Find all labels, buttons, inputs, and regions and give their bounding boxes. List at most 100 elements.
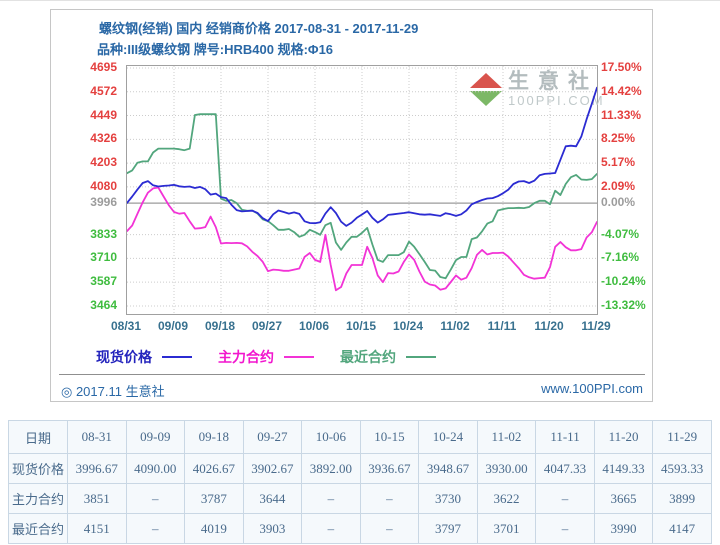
legend-item-nearest-contract: 最近合约 [340,347,436,367]
y-tick-left: 3587 [90,274,117,288]
price-table: 日期 08-31 09-09 09-18 09-27 10-06 10-15 10-24 11-… [8,420,712,544]
watermark-brand: 生意社 [508,70,598,93]
table-cell: 3851 [67,483,127,514]
y-tick-left: 4203 [90,155,117,169]
y-tick-left: 4572 [90,84,117,98]
y-tick-right: 5.17% [601,155,636,169]
x-tick: 08/31 [110,319,142,333]
logo-bottom-triangle [470,91,502,106]
table-header-date: 09-09 [125,420,186,454]
y-tick-left: 4080 [90,179,117,193]
table-cell: 3644 [242,483,303,514]
row-label: 最近合约 [8,513,68,544]
x-tick: 11/11 [487,319,517,333]
legend-label: 主力合约 [218,349,274,365]
table-cell: 3903 [242,513,303,544]
y-tick-right: 0.00% [601,195,636,209]
y-axis-right: 17.50% 14.42% 11.33% 8.25% 5.17% 2.09% 0.00% -4… [51,10,652,401]
table-cell: 3936.67 [359,453,420,484]
x-tick: 09/18 [204,319,236,333]
watermark-text: 生意社 100PPI.COM [508,70,605,109]
y-tick-right: 17.50% [601,60,642,74]
table-cell: 4019 [184,513,244,544]
x-tick: 11/02 [440,319,470,333]
y-tick-right: 11.33% [601,108,642,122]
watermark-site: 100PPI.COM [508,93,605,108]
copyright-text: ◎ 2017.11 生意社 [61,384,165,399]
y-tick-left: 4326 [90,131,117,145]
table-row: 最近合约 4151–4019 3903– –3797 3701–3990 4147 [8,513,712,544]
table-cell: 3730 [418,483,478,514]
x-tick: 11/29 [581,319,611,333]
site-link[interactable]: www.100PPI.com [541,381,643,396]
y-tick-left: 4695 [90,60,117,74]
table-cell: 3948.67 [418,453,478,484]
sys-diamond-logo-icon [470,73,502,109]
table-cell: 3902.67 [242,453,303,484]
y-axis-left: 4695 4572 4449 4326 4203 4080 3996 3833 3710 3587… [51,10,122,401]
table-cell: 3701 [476,513,537,544]
chart-subtitle: 品种:III级螺纹钢 牌号:HRB400 规格:Φ16 [97,42,334,57]
table-header-date: 10-06 [301,420,361,454]
row-label: 现货价格 [8,453,68,484]
x-tick: 10/15 [345,319,377,333]
chart-legend: 现货价格 主力合约 最近合约 [96,347,462,367]
table-cell: 3899 [652,483,712,514]
chart-title: 螺纹钢(经销) 国内 经销商价格 2017-08-31 - 2017-11-29 [99,21,419,36]
table-cell: 3797 [418,513,478,544]
y-tick-left: 4449 [90,108,117,122]
logo-top-triangle [470,73,502,88]
table-cell: 4593.33 [652,453,712,484]
legend-label: 现货价格 [96,349,152,365]
x-tick: 10/06 [298,319,330,333]
legend-item-main-contract: 主力合约 [218,347,314,367]
y-tick-right: 14.42% [601,84,642,98]
table-cell: 4151 [67,513,127,544]
y-tick-left: 3464 [90,298,117,312]
legend-item-spot-price: 现货价格 [96,347,192,367]
table-cell: 3930.00 [476,453,537,484]
legend-label: 最近合约 [340,349,396,365]
table-header-date: 08-31 [67,420,127,454]
x-tick: 09/27 [251,319,283,333]
y-tick-right: -4.07% [601,227,640,241]
y-tick-left: 3710 [90,250,117,264]
table-row: 主力合约 3851–3787 3644– –3730 3622–3665 3899 [8,483,712,514]
legend-line-swatch [284,356,314,358]
table-cell: 4026.67 [184,453,244,484]
table-row: 现货价格 3996.67 4090.00 4026.67 3902.67 3892.00 3… [8,453,712,484]
table-cell: – [301,483,361,514]
y-tick-left: 3996 [90,195,117,209]
table-header-date: 11-02 [476,420,537,454]
table-cell: – [125,483,186,514]
legend-line-swatch [162,356,192,358]
table-cell: – [359,483,420,514]
table-cell: 4149.33 [593,453,654,484]
watermark: 生意社 100PPI.COM [470,71,605,109]
table-header-date: 09-18 [184,420,244,454]
table-cell: 3622 [476,483,537,514]
price-chart-panel: 螺纹钢(经销) 国内 经销商价格 2017-08-31 - 2017-11-29… [50,9,653,402]
x-tick: 10/24 [392,319,424,333]
table-cell: – [125,513,186,544]
price-line-chart [127,66,597,314]
table-cell: 3787 [184,483,244,514]
main-contract-line [127,186,597,292]
table-header-date: 11-29 [652,420,712,454]
chart-footer: ◎ 2017.11 生意社 www.100PPI.com [61,381,643,400]
table-cell: 3990 [593,513,654,544]
y-tick-right: 2.09% [601,179,636,193]
x-tick: 11/20 [534,319,564,333]
y-tick-right: -10.24% [601,274,646,288]
table-cell: – [535,483,595,514]
nearest-contract-line [127,113,597,280]
table-cell: 3892.00 [301,453,361,484]
table-cell: 3996.67 [67,453,127,484]
row-label: 主力合约 [8,483,68,514]
spot-price-line [127,86,597,227]
table-cell: 4090.00 [125,453,186,484]
y-tick-right: 8.25% [601,131,636,145]
table-cell: – [301,513,361,544]
y-tick-left: 3833 [90,227,117,241]
